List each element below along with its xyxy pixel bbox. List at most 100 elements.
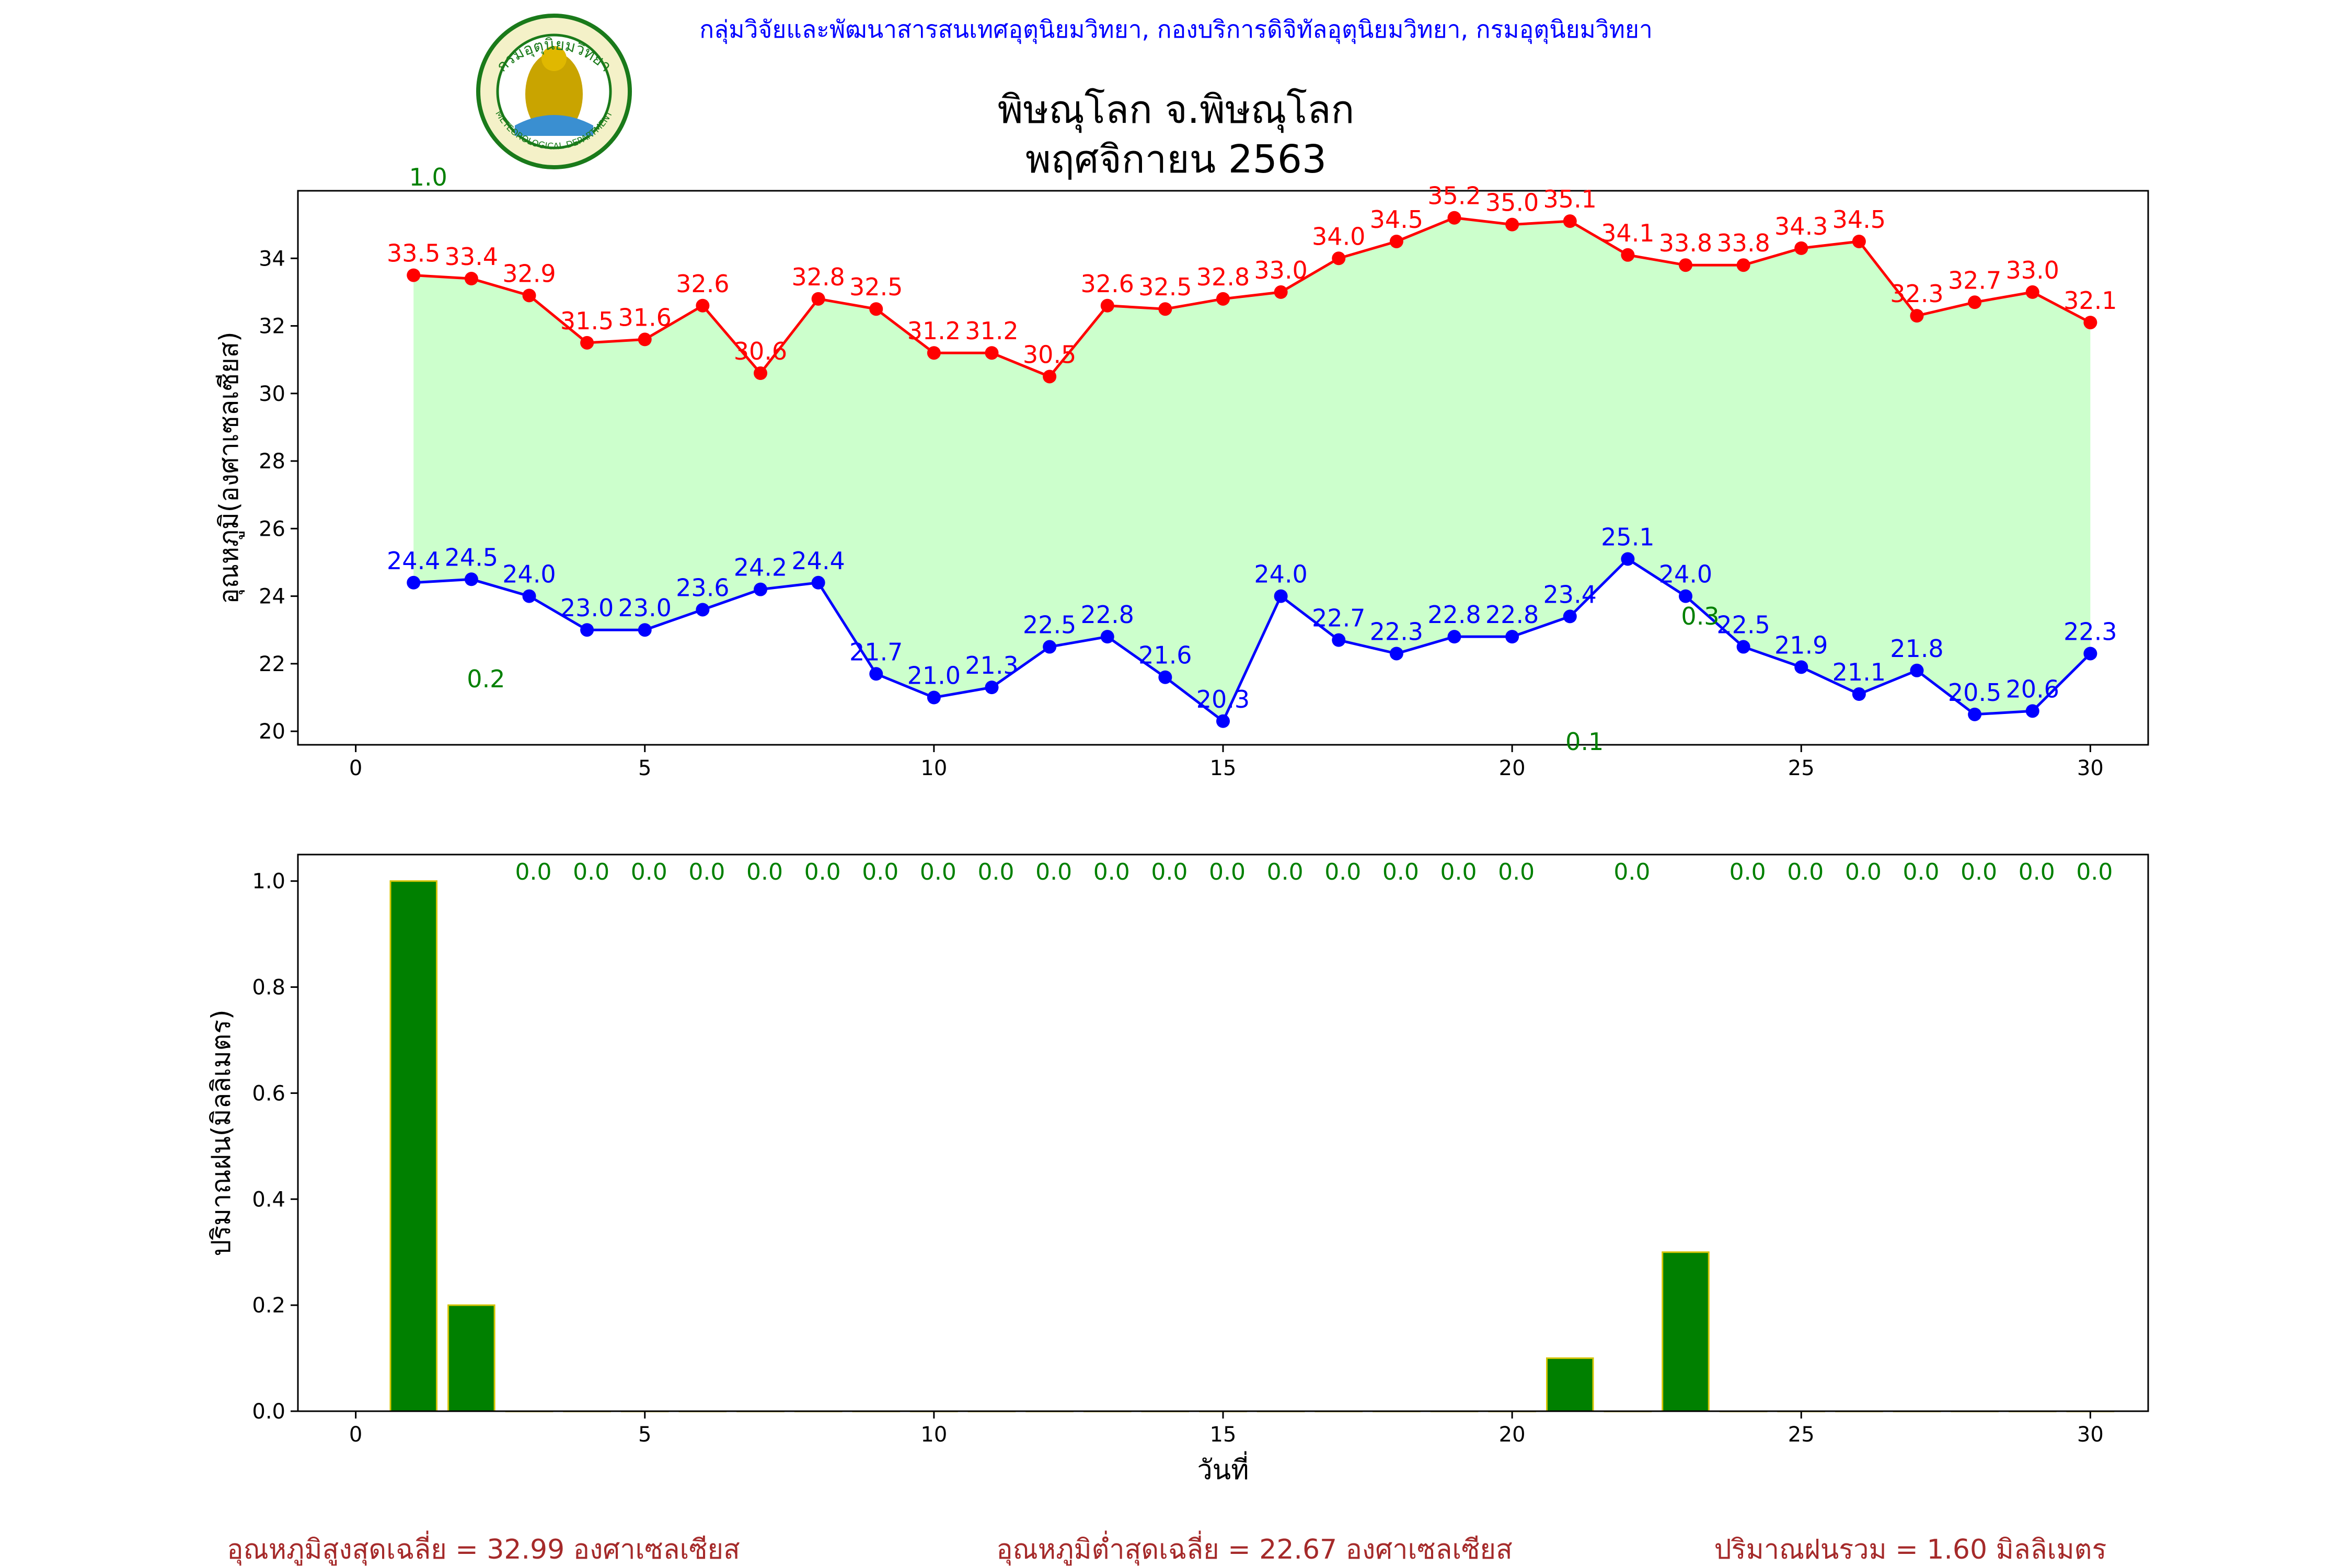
min-temperature-point xyxy=(1332,633,1346,647)
max-temperature-data-label: 30.5 xyxy=(1023,340,1076,368)
rainfall-y-tick-label: 0.8 xyxy=(252,976,285,1000)
min-temperature-data-label: 23.0 xyxy=(560,594,614,622)
rain-bar xyxy=(1662,1251,1710,1412)
temperature-chart: 0 5 10 15 20 25 30 20 22 24 26 28 30 32 34 อุณหภูมิ(องศ… xyxy=(214,163,2149,780)
rainfall-x-axis-label: วันที่ xyxy=(1197,1451,1249,1486)
rain-annotation-label: 0.3 xyxy=(1681,602,1719,630)
min-temperature-point xyxy=(869,667,883,681)
rain-zero-label: 0.0 xyxy=(1093,859,1130,885)
rain-annotation-label: 0.2 xyxy=(467,665,505,693)
min-temperature-data-label: 21.7 xyxy=(849,638,903,666)
max-temperature-data-label: 31.2 xyxy=(907,317,961,345)
max-temperature-data-label: 32.5 xyxy=(1138,273,1192,301)
max-temperature-data-label: 32.6 xyxy=(676,270,729,298)
min-temperature-data-label: 22.3 xyxy=(1370,617,1423,645)
rainfall-x-tick-label: 0 xyxy=(349,1423,362,1447)
rainfall-y-tick-label: 0.6 xyxy=(252,1081,285,1105)
rainfall-x-tick-label: 25 xyxy=(1788,1423,1815,1447)
max-temperature-point xyxy=(754,366,767,381)
max-temperature-point xyxy=(2025,285,2039,299)
max-temperature-data-label: 34.3 xyxy=(1774,212,1828,240)
max-temperature-point xyxy=(1563,214,1577,228)
temperature-range-band xyxy=(413,217,2091,721)
max-temperature-data-label: 32.6 xyxy=(1081,270,1134,298)
max-temperature-point xyxy=(1158,302,1172,316)
rain-zero-label: 0.0 xyxy=(688,859,725,885)
min-temperature-data-label: 22.5 xyxy=(1716,611,1770,639)
rain-zero-label: 0.0 xyxy=(2019,859,2055,885)
rain-zero-label: 0.0 xyxy=(1382,859,1419,885)
max-temperature-data-label: 34.0 xyxy=(1312,222,1365,250)
rain-zero-label: 0.0 xyxy=(631,859,667,885)
min-temperature-point xyxy=(1447,630,1461,644)
logo-water xyxy=(515,115,593,136)
min-temperature-point xyxy=(696,603,710,617)
max-temperature-data-label: 34.1 xyxy=(1601,219,1654,247)
rain-zero-label: 0.0 xyxy=(515,859,552,885)
rain-zero-label: 0.0 xyxy=(1498,859,1535,885)
meteorological-department-logo: กรมอุตุนิยมวิทยา METEOROLOGICAL DEPARTME… xyxy=(476,14,632,169)
rain-annotation-label: 1.0 xyxy=(409,163,447,191)
rain-zero-label: 0.0 xyxy=(862,859,898,885)
max-temperature-data-label: 32.1 xyxy=(2063,286,2117,315)
min-temperature-data-label: 20.6 xyxy=(2006,675,2059,703)
min-temperature-data-label: 23.0 xyxy=(618,594,672,622)
max-temperature-point xyxy=(1505,217,1519,232)
min-temperature-point xyxy=(522,589,536,603)
min-temperature-point xyxy=(1563,609,1577,624)
min-temperature-data-label: 24.0 xyxy=(1659,560,1712,589)
max-temperature-data-label: 33.0 xyxy=(1254,256,1307,284)
min-temperature-point xyxy=(927,690,941,705)
max-temperature-data-label: 33.0 xyxy=(2006,256,2059,284)
rainfall-y-tick-label: 0.0 xyxy=(252,1400,285,1424)
max-temperature-data-label: 30.6 xyxy=(734,337,787,365)
min-temperature-data-label: 22.3 xyxy=(2063,617,2117,645)
min-temperature-data-label: 21.8 xyxy=(1890,635,1943,663)
rainfall-y-tick-label: 1.0 xyxy=(252,870,285,894)
rainfall-x-tick-label: 5 xyxy=(638,1423,651,1447)
max-temperature-point xyxy=(407,268,421,282)
min-temperature-data-label: 23.4 xyxy=(1543,580,1597,608)
rainfall-chart: 0 5 10 15 20 25 30 0.0 0.2 0.4 0.6 0.8 1.0 ปริมาณฝน(ม… xyxy=(206,854,2149,1486)
max-temperature-data-label: 31.2 xyxy=(965,317,1018,345)
rainfall-x-tick-label: 20 xyxy=(1499,1423,1526,1447)
max-temperature-point xyxy=(522,289,536,303)
max-temperature-data-label: 33.5 xyxy=(387,239,440,268)
summary-avg-max: อุณหภูมิสูงสุดเฉลี่ย = 32.99 องศาเซลเซีย… xyxy=(227,1530,740,1566)
min-temperature-data-label: 22.7 xyxy=(1312,604,1365,632)
max-temperature-data-label: 35.0 xyxy=(1485,189,1539,217)
max-temperature-point xyxy=(1968,295,1982,309)
min-temperature-point xyxy=(464,572,478,586)
rain-bar xyxy=(1546,1357,1594,1412)
temperature-y-tick-label: 30 xyxy=(259,382,285,406)
rainfall-x-tick-label: 30 xyxy=(2077,1423,2104,1447)
rain-zero-label: 0.0 xyxy=(746,859,783,885)
rain-zero-label: 0.0 xyxy=(1035,859,1072,885)
rain-zero-label: 0.0 xyxy=(1903,859,1940,885)
max-temperature-data-label: 32.8 xyxy=(1196,263,1250,291)
max-temperature-point xyxy=(1621,248,1635,262)
rain-zero-label: 0.0 xyxy=(1440,859,1477,885)
temperature-y-tick-label: 34 xyxy=(259,247,285,271)
max-temperature-point xyxy=(927,346,941,360)
min-temperature-point xyxy=(1621,552,1635,566)
max-temperature-data-label: 32.3 xyxy=(1890,280,1943,308)
rain-zero-label: 0.0 xyxy=(1267,859,1304,885)
min-temperature-data-label: 22.5 xyxy=(1023,611,1076,639)
max-temperature-data-label: 32.7 xyxy=(1948,266,2001,294)
temperature-y-tick-label: 20 xyxy=(259,720,285,744)
min-temperature-point xyxy=(1158,670,1172,684)
max-temperature-point xyxy=(638,332,652,347)
rain-zero-label: 0.0 xyxy=(573,859,609,885)
max-temperature-data-label: 31.5 xyxy=(560,307,614,335)
max-temperature-data-label: 32.8 xyxy=(791,263,845,291)
min-temperature-data-label: 21.3 xyxy=(965,651,1018,679)
logo-deity-head xyxy=(541,46,567,71)
rain-zero-label: 0.0 xyxy=(1730,859,1766,885)
min-temperature-point xyxy=(985,681,999,695)
min-temperature-point xyxy=(1389,647,1403,661)
rain-zero-label: 0.0 xyxy=(1324,859,1361,885)
max-temperature-data-label: 34.5 xyxy=(1832,205,1886,234)
min-temperature-data-label: 21.1 xyxy=(1832,658,1886,686)
